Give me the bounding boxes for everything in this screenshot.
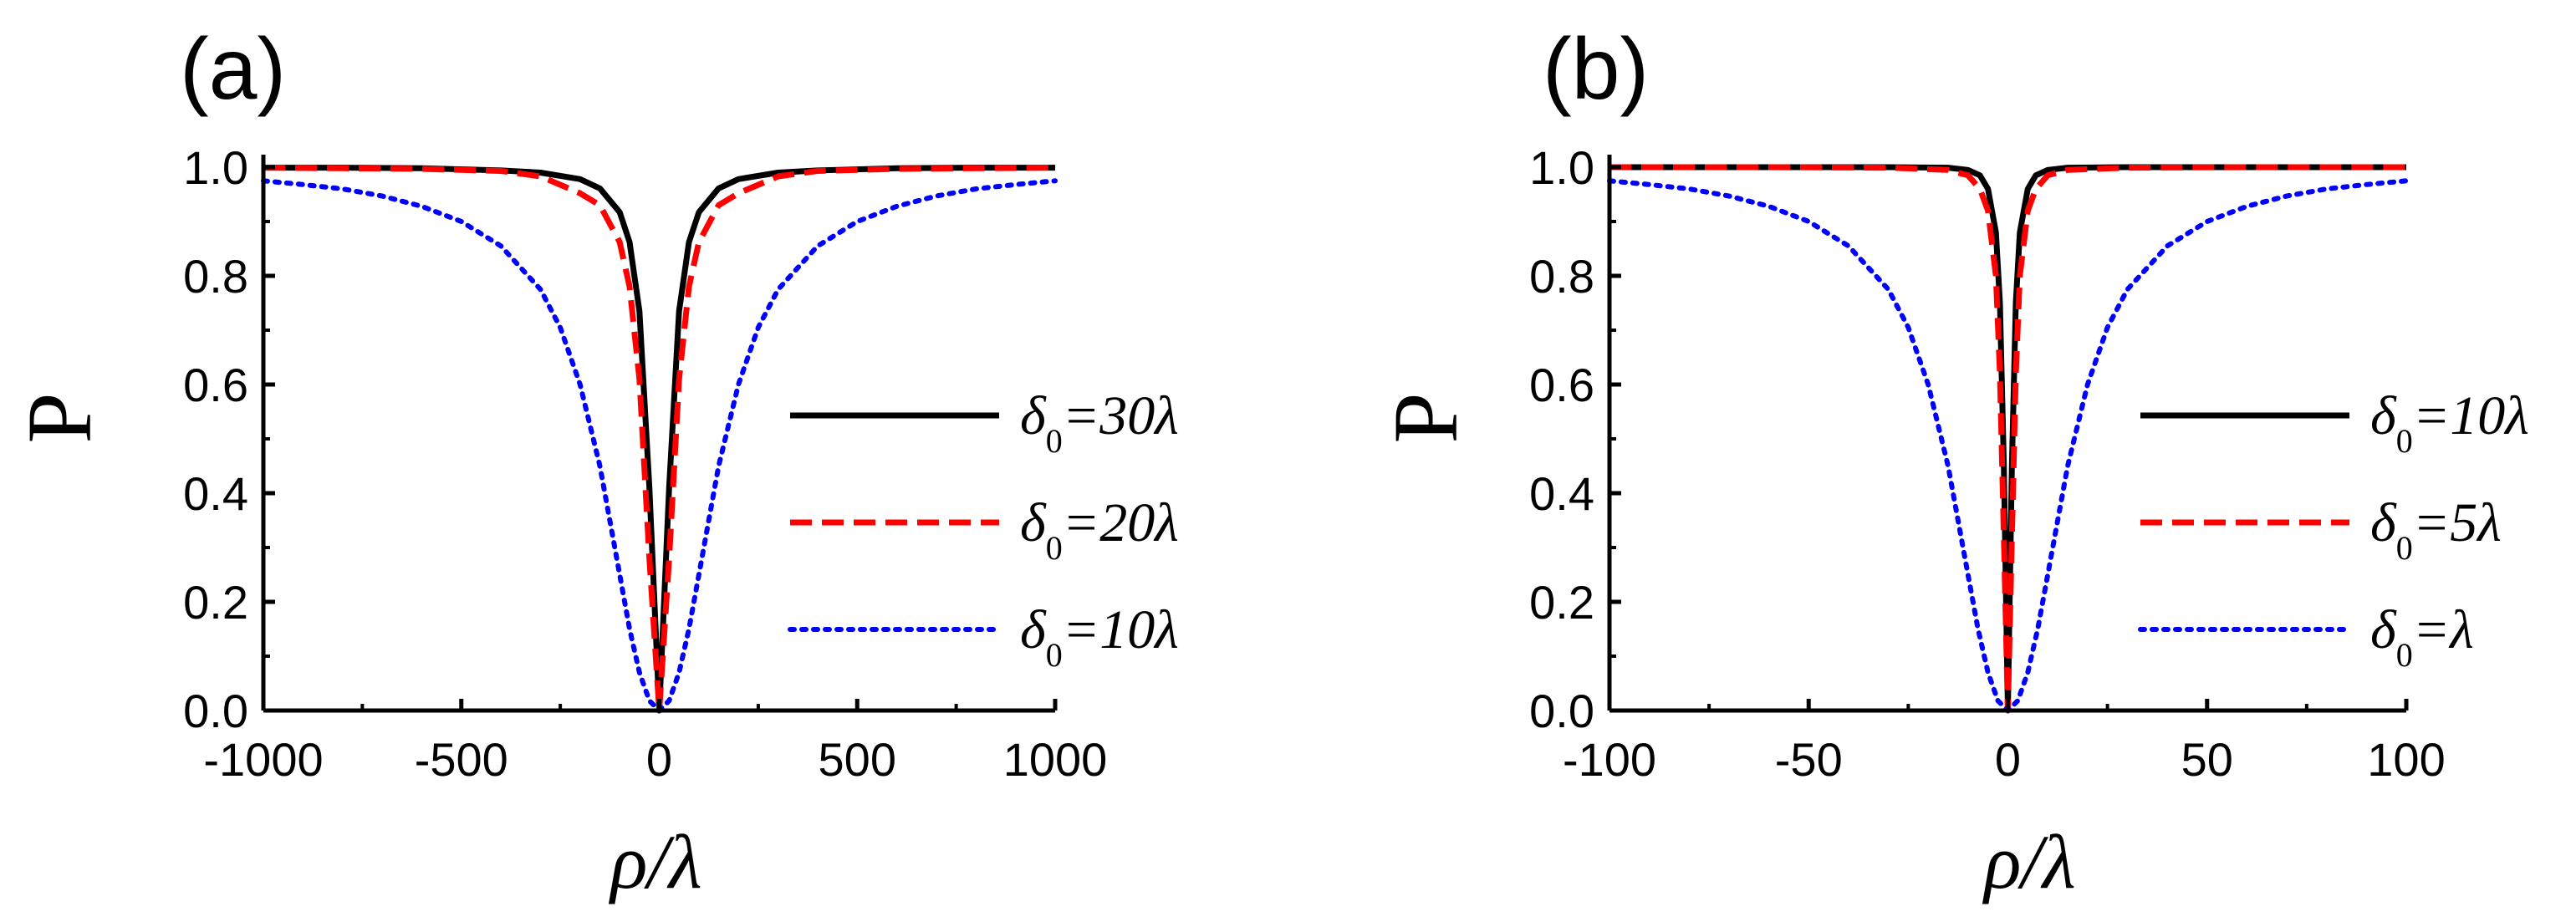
series-line-1	[263, 165, 1056, 714]
y-axis-label: P	[8, 392, 110, 443]
y-tick-label: 0.0	[183, 685, 248, 737]
x-axis-label: ρ/λ	[1982, 819, 2076, 904]
x-tick-label: 500	[819, 733, 896, 786]
y-axis-label: P	[1375, 392, 1477, 443]
x-tick-label: -500	[415, 733, 508, 786]
panel-label: (a)	[180, 21, 286, 118]
x-tick-label: 1000	[1003, 733, 1108, 786]
y-tick-label: 0.2	[1529, 576, 1594, 629]
panel-label: (b)	[1543, 21, 1649, 118]
panel-a: (a) P ρ/λ 0.0 0.2 0.4 0.6 0.8 1.0 -1000 -500 0 50…	[8, 21, 1179, 904]
x-tick-label: 0	[1995, 733, 2021, 786]
legend-label-1: δ0=5λ	[2370, 492, 2502, 567]
y-tick-label: 0.4	[1529, 467, 1594, 520]
x-tick-label: -50	[1775, 733, 1843, 786]
x-axis-label: ρ/λ	[608, 819, 702, 904]
y-tick-label: 0.0	[1529, 685, 1594, 737]
y-tick-label: 0.6	[183, 359, 248, 411]
legend-label-2: δ0=λ	[2370, 599, 2474, 674]
y-tick-label: 0.8	[1529, 250, 1594, 303]
legend-label-0: δ0=10λ	[2370, 385, 2529, 460]
y-tick-label: 0.8	[183, 250, 248, 303]
y-tick-label: 0.6	[1529, 359, 1594, 411]
plot-area: 0.0 0.2 0.4 0.6 0.8 1.0 -1000 -500 0 500 1000 δ0=30…	[183, 141, 1179, 786]
x-tick-label: 0	[646, 733, 672, 786]
x-tick-label: 50	[2181, 733, 2233, 786]
legend-label-0: δ0=30λ	[1020, 385, 1179, 460]
x-tick-label: 100	[2367, 733, 2445, 786]
y-tick-label: 0.2	[183, 576, 248, 629]
x-tick-label: -100	[1563, 733, 1656, 786]
panel-b: (b) P ρ/λ 0.0 0.2 0.4 0.6 0.8 1.0 -100 -50 0 50 10…	[1375, 21, 2529, 904]
y-tick-label: 0.4	[183, 467, 248, 520]
y-tick-label: 1.0	[183, 141, 248, 194]
plot-area: 0.0 0.2 0.4 0.6 0.8 1.0 -100 -50 0 50 100 δ0=10λ δ0=…	[1529, 141, 2529, 786]
y-tick-label: 1.0	[1529, 141, 1594, 194]
x-tick-label: -1000	[203, 733, 323, 786]
legend-label-2: δ0=10λ	[1020, 599, 1179, 674]
legend-label-1: δ0=20λ	[1020, 492, 1179, 567]
